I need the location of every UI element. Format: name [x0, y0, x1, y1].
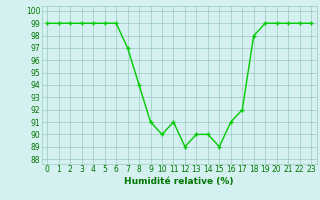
X-axis label: Humidité relative (%): Humidité relative (%) — [124, 177, 234, 186]
